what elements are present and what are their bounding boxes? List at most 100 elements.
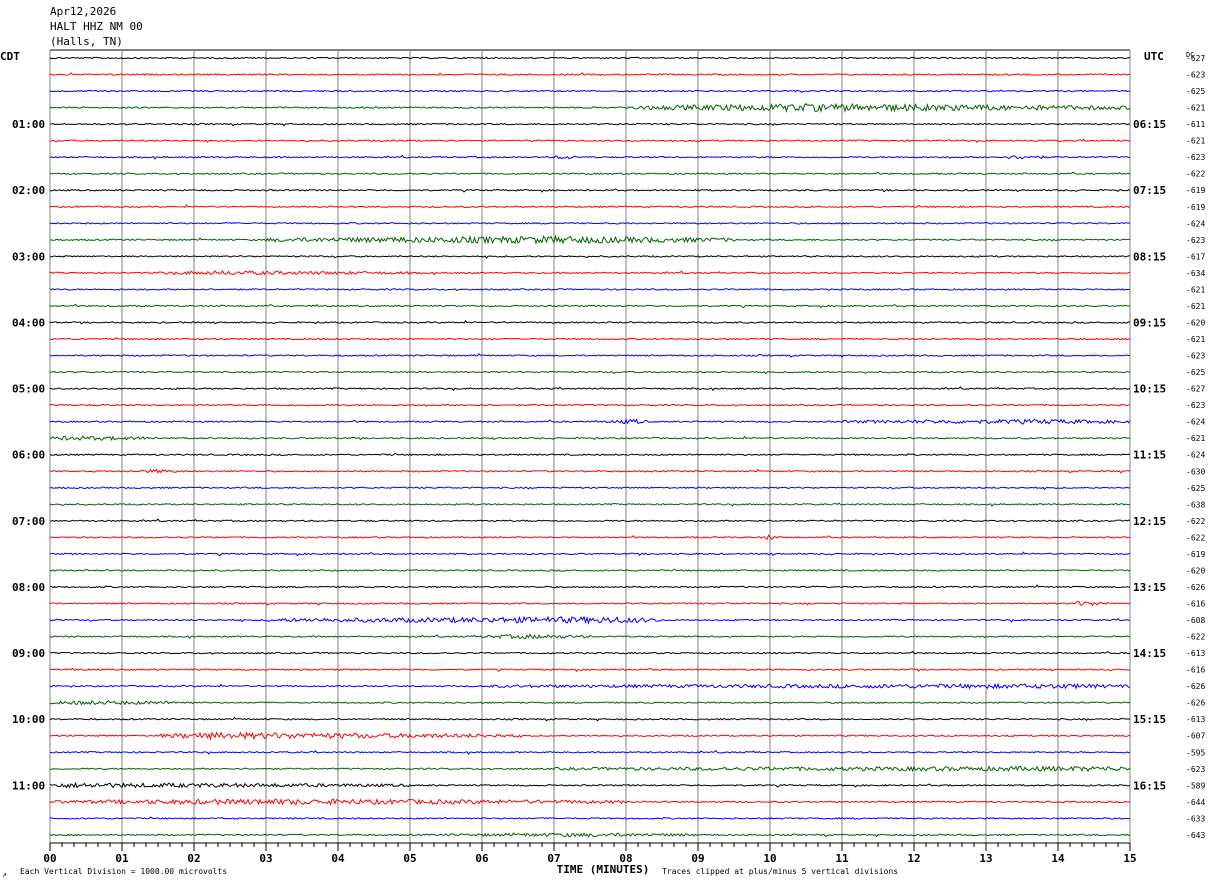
dc-offset-41: -607	[1186, 732, 1205, 741]
trace-16	[49, 319, 1131, 325]
dc-offset-47: -643	[1186, 831, 1205, 840]
dc-offset-4: -611	[1186, 120, 1205, 129]
left-axis-label: CDT	[0, 50, 20, 63]
x-tick-label-0: 00	[43, 852, 56, 865]
dc-offset-30: -619	[1186, 550, 1205, 559]
trace-36	[49, 650, 1131, 655]
dc-offset-8: -619	[1186, 186, 1205, 195]
left-hour-label-8: 09:00	[12, 647, 45, 660]
dc-offset-39: -626	[1186, 699, 1205, 708]
right-hour-label-1: 07:15	[1133, 184, 1166, 197]
x-tick-label-12: 12	[907, 852, 920, 865]
trace-32	[49, 584, 1131, 589]
dc-offset-31: -620	[1186, 566, 1205, 575]
right-hour-label-8: 14:15	[1133, 647, 1166, 660]
trace-26	[49, 486, 1131, 491]
clip-note: Traces clipped at plus/minus 5 vertical …	[662, 867, 899, 876]
trace-37	[49, 667, 1131, 673]
dc-offset-13: -634	[1186, 269, 1205, 278]
dc-offset-38: -626	[1186, 682, 1205, 691]
trace-12	[49, 254, 1131, 259]
dc-offset-17: -621	[1186, 335, 1205, 344]
dc-offset-34: -608	[1186, 616, 1205, 625]
dc-offset-18: -623	[1186, 352, 1205, 361]
trace-14	[49, 288, 1131, 291]
left-hour-label-3: 04:00	[12, 316, 45, 329]
dc-offset-45: -644	[1186, 798, 1205, 807]
x-tick-label-3: 03	[259, 852, 272, 865]
trace-41	[49, 731, 1131, 741]
trace-31	[49, 568, 1131, 572]
dc-offset-5: -621	[1186, 137, 1205, 146]
dc-offset-21: -623	[1186, 401, 1205, 410]
trace-1	[49, 72, 1131, 76]
trace-25	[49, 468, 1131, 474]
x-tick-label-7: 07	[547, 852, 560, 865]
left-hour-label-0: 01:00	[12, 118, 45, 131]
dc-offset-7: -622	[1186, 170, 1205, 179]
header-station: HALT HHZ NM 00	[50, 20, 143, 33]
left-hour-label-1: 02:00	[12, 184, 45, 197]
dc-offset-32: -626	[1186, 583, 1205, 592]
header-location: (Halls, TN)	[50, 35, 123, 48]
dc-offset-1: -623	[1186, 71, 1205, 80]
dc-offset-26: -625	[1186, 484, 1205, 493]
trace-11	[49, 234, 1131, 245]
trace-6	[49, 154, 1131, 160]
dc-offset-24: -624	[1186, 451, 1205, 460]
x-tick-label-15: 15	[1123, 852, 1136, 865]
trace-35	[49, 633, 1131, 640]
trace-44	[49, 781, 1130, 789]
right-axis-label: UTC	[1144, 50, 1164, 63]
trace-21	[49, 403, 1131, 407]
trace-19	[49, 370, 1131, 375]
dc-offset-46: -633	[1186, 814, 1205, 823]
x-tick-label-11: 11	[835, 852, 849, 865]
trace-38	[49, 682, 1131, 690]
trace-45	[49, 797, 1131, 806]
trace-27	[49, 502, 1131, 507]
dc-offset-22: -624	[1186, 418, 1205, 427]
x-tick-label-4: 04	[331, 852, 345, 865]
right-hour-label-6: 12:15	[1133, 515, 1166, 528]
trace-17	[49, 337, 1130, 341]
trace-9	[49, 204, 1131, 209]
trace-34	[49, 615, 1131, 625]
dc-offset-10: -624	[1186, 219, 1205, 228]
trace-0	[49, 56, 1131, 60]
dc-offset-33: -616	[1186, 599, 1205, 608]
dc-offset-15: -621	[1186, 302, 1205, 311]
dc-offset-19: -625	[1186, 368, 1205, 377]
scale-note: Each Vertical Division = 1000.00 microvo…	[20, 867, 228, 876]
trace-40	[49, 716, 1131, 722]
dc-offset-35: -622	[1186, 633, 1205, 642]
trace-20	[49, 386, 1131, 392]
x-tick-label-13: 13	[979, 852, 992, 865]
x-tick-label-2: 02	[187, 852, 200, 865]
dc-offset-44: -589	[1186, 781, 1205, 790]
right-hour-label-4: 10:15	[1133, 383, 1166, 396]
trace-46	[49, 816, 1131, 820]
trace-24	[49, 452, 1131, 457]
x-axis-label: TIME (MINUTES)	[557, 863, 650, 876]
trace-28	[49, 518, 1131, 523]
dc-offset-2: -625	[1186, 87, 1205, 96]
trace-5	[49, 138, 1131, 144]
left-hour-label-10: 11:00	[12, 779, 45, 792]
trace-29	[49, 534, 1131, 541]
trace-47	[49, 832, 1131, 838]
x-tick-label-14: 14	[1051, 852, 1065, 865]
x-tick-label-1: 01	[115, 852, 129, 865]
dc-offset-36: -613	[1186, 649, 1205, 658]
dc-offset-3: -621	[1186, 104, 1205, 113]
left-hour-label-4: 05:00	[12, 383, 45, 396]
dc-offset-43: -623	[1186, 765, 1205, 774]
trace-23	[49, 435, 1131, 442]
dc-offset-11: -623	[1186, 236, 1205, 245]
dc-offset-27: -638	[1186, 500, 1205, 509]
left-hour-label-9: 10:00	[12, 713, 45, 726]
dc-offset-28: -622	[1186, 517, 1205, 526]
dc-offset-9: -619	[1186, 203, 1205, 212]
trace-4	[49, 122, 1131, 127]
